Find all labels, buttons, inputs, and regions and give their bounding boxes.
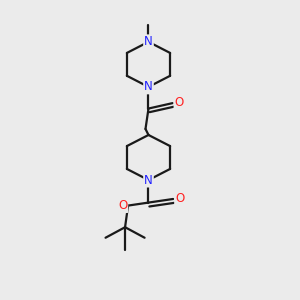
- Text: O: O: [118, 199, 127, 212]
- Text: N: N: [144, 173, 153, 187]
- Text: N: N: [144, 80, 153, 93]
- Text: N: N: [144, 35, 153, 48]
- Text: O: O: [175, 96, 184, 109]
- Text: O: O: [175, 192, 184, 205]
